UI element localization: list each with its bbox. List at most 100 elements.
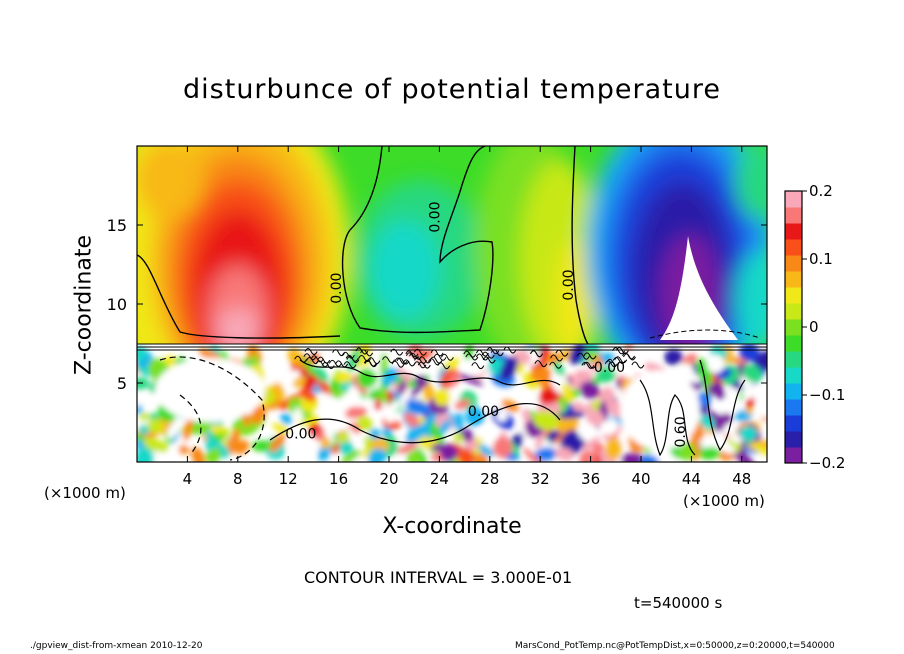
field-blob: [554, 447, 574, 461]
band-squiggle: [440, 353, 454, 361]
contour-label: 0.00: [468, 404, 499, 420]
field-blob: [664, 349, 683, 366]
colorbar-segment: [785, 319, 802, 336]
field-blob: [561, 382, 574, 403]
field-blob: [377, 386, 388, 406]
band-squiggle: [328, 359, 342, 367]
band-squiggle: [321, 362, 335, 369]
contour-label: 0.00: [329, 273, 345, 304]
field-blob: [664, 451, 683, 462]
x-unit-label-right: (×1000 m): [683, 492, 765, 510]
band-squiggle: [367, 357, 381, 365]
band-squiggle: [475, 349, 489, 357]
field-blob: [341, 449, 361, 462]
band-squiggle: [481, 351, 495, 359]
field-blob: [609, 384, 621, 399]
band-squiggle: [402, 359, 416, 367]
field-blob: [492, 437, 513, 458]
field-blob: [198, 348, 221, 362]
band-squiggle: [303, 353, 317, 361]
band-squiggle: [315, 360, 329, 368]
field-blob: [317, 443, 331, 462]
field-blob: [414, 375, 428, 388]
field-blob: [557, 411, 586, 419]
field-blob: [458, 373, 484, 386]
field-blob: [301, 357, 317, 377]
band-squiggle: [482, 356, 496, 364]
band-squiggle: [555, 349, 569, 357]
field-blob: [280, 413, 293, 425]
field-blob: [137, 446, 155, 462]
field-blob: [587, 409, 605, 427]
x-tick-label: 12: [279, 470, 298, 488]
field-blob: [516, 423, 528, 441]
band-squiggle: [413, 361, 427, 369]
field-blob: [699, 447, 721, 460]
footer-left-text: ./gpview_dist-from-xmean 2010-12-20: [30, 641, 203, 651]
colorbar-tick-label: 0.1: [809, 250, 833, 268]
field-blob: [307, 437, 319, 454]
y-tick-label: 10: [107, 295, 127, 314]
band-squiggle: [530, 350, 544, 358]
x-tick-label: 28: [480, 470, 499, 488]
field-blob: [178, 444, 190, 455]
x-tick-label: 32: [531, 470, 550, 488]
band-squiggle: [475, 353, 489, 361]
band-squiggle: [394, 357, 408, 365]
band-squiggle: [631, 361, 645, 369]
field-blob: [496, 410, 508, 422]
y-tick-label: 15: [107, 216, 127, 235]
band-squiggle: [360, 349, 374, 357]
field-blob: [368, 388, 381, 400]
colorbar-segment: [785, 255, 802, 272]
band-squiggle: [414, 356, 427, 364]
band-squiggle: [549, 361, 563, 369]
x-tick-label: 48: [732, 470, 751, 488]
band-squiggle: [612, 347, 626, 355]
band-squiggle: [343, 361, 357, 369]
field-blob: [605, 437, 622, 460]
field-blob: [195, 418, 212, 435]
field-blob: [151, 451, 176, 462]
field-blob: [593, 354, 604, 367]
field-blob: [603, 419, 618, 436]
field-blob: [286, 436, 307, 461]
chart-title: disturbunce of potential temperature: [183, 74, 721, 105]
x-tick-label: 36: [581, 470, 600, 488]
field-blob: [287, 348, 302, 364]
field-blob: [205, 447, 222, 462]
field-blob: [250, 404, 267, 425]
x-tick-label: 24: [430, 470, 449, 488]
field-blob: [338, 431, 350, 443]
field-blob: [348, 385, 363, 408]
x-tick-label: 20: [379, 470, 398, 488]
x-tick-label: 16: [329, 470, 348, 488]
boundary-band: [137, 343, 767, 370]
field-blob: [582, 453, 597, 462]
band-squiggle: [486, 347, 500, 355]
x-tick-label: 4: [183, 470, 193, 488]
colorbar-segment: [785, 335, 802, 352]
field-blob: [167, 420, 181, 439]
field-blob: [522, 408, 532, 425]
field-blob: [139, 412, 150, 421]
colorbar-segment: [785, 415, 802, 432]
field-blob: [234, 439, 250, 455]
field-blob: [294, 407, 303, 423]
field-blob: [530, 366, 552, 383]
field-blob: [728, 434, 743, 444]
field-blob: [745, 397, 756, 409]
colorbar-segment: [785, 287, 802, 304]
field-blob: [721, 412, 732, 425]
field-blob: [314, 367, 328, 383]
field-blob: [592, 442, 604, 454]
band-squiggle: [550, 354, 564, 362]
field-blob: [137, 404, 143, 414]
field-blob: [315, 431, 324, 439]
contour-label: 0.00: [285, 426, 316, 442]
colorbar-segment: [785, 191, 802, 208]
colorbar-segment: [785, 303, 802, 320]
field-blob: [579, 381, 600, 399]
field-blob: [533, 411, 559, 430]
colorbar-tick-label: 0: [809, 318, 819, 336]
